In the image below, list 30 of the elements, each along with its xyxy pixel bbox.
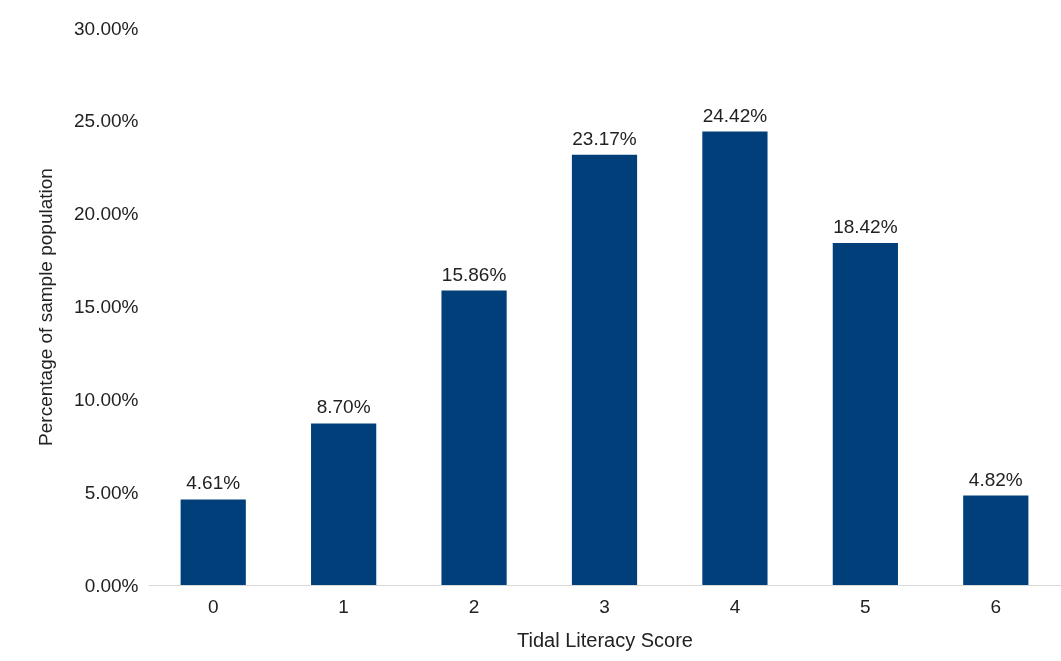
- data-label: 4.82%: [968, 468, 1023, 490]
- bar: [702, 131, 768, 585]
- data-label: 18.42%: [833, 216, 898, 237]
- bar: [441, 290, 507, 585]
- y-tick-label: 5.00%: [84, 481, 139, 503]
- x-tick-label: 4: [729, 595, 741, 617]
- bar: [180, 499, 246, 585]
- y-axis-title: Percentage of sample population: [35, 168, 57, 446]
- y-tick-label: 25.00%: [74, 110, 139, 132]
- y-tick-label: 15.00%: [74, 296, 139, 317]
- data-label: 15.86%: [441, 263, 507, 285]
- bar: [571, 154, 638, 585]
- x-axis-title: Tidal Literacy Score: [517, 628, 693, 651]
- data-label: 8.70%: [316, 396, 371, 418]
- y-tick-label: 20.00%: [74, 203, 139, 225]
- bar: [963, 495, 1029, 585]
- data-label: 24.42%: [702, 104, 768, 126]
- x-tick-label: 5: [860, 595, 871, 617]
- x-tick-label: 2: [468, 595, 480, 617]
- x-tick-label: 1: [338, 595, 349, 617]
- y-tick-label: 10.00%: [74, 388, 139, 410]
- x-tick-label: 0: [207, 595, 219, 617]
- data-label: 4.61%: [186, 472, 241, 494]
- bar: [311, 423, 377, 585]
- y-tick-label: 0.00%: [84, 574, 139, 596]
- x-tick-label: 3: [599, 595, 610, 617]
- y-tick-label: 30.00%: [74, 17, 139, 39]
- data-label: 23.17%: [572, 127, 637, 149]
- x-tick-label: 6: [990, 595, 1002, 617]
- bar: [832, 243, 898, 585]
